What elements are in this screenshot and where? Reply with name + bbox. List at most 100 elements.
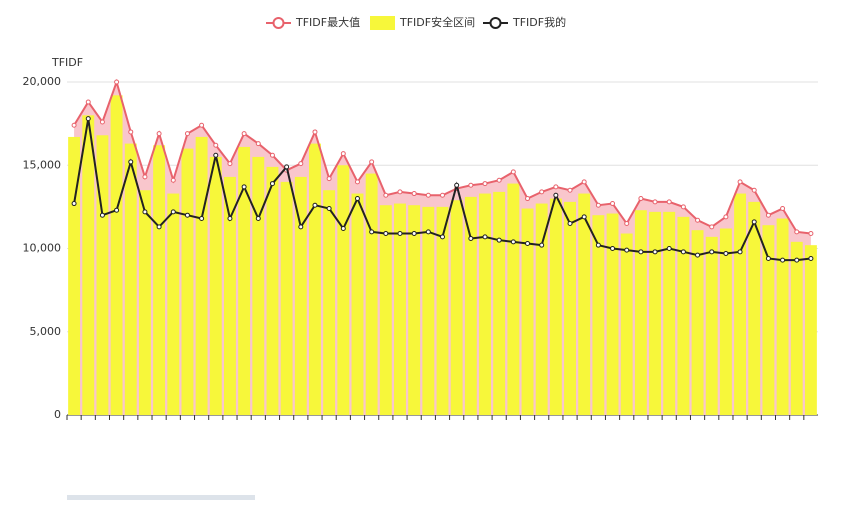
- point: [170, 209, 176, 215]
- bar: [677, 216, 690, 415]
- bar: [606, 213, 619, 415]
- point: [751, 219, 757, 225]
- point: [794, 229, 800, 235]
- point: [425, 229, 431, 235]
- bar: [181, 148, 194, 415]
- point: [751, 187, 757, 193]
- point: [780, 257, 786, 263]
- point: [567, 187, 573, 193]
- bar: [337, 165, 350, 415]
- point: [85, 116, 91, 122]
- point: [525, 196, 531, 202]
- bar: [479, 193, 491, 415]
- y-tick-label: 10,000: [23, 242, 62, 255]
- point: [680, 249, 686, 255]
- point: [85, 99, 91, 105]
- bar: [96, 135, 109, 415]
- bar: [719, 228, 732, 415]
- point: [411, 231, 417, 237]
- point: [510, 169, 516, 175]
- bar: [209, 156, 222, 416]
- y-tick-label: 0: [54, 408, 61, 421]
- bar: [224, 176, 236, 415]
- bar: [804, 245, 817, 415]
- point: [666, 199, 672, 205]
- point: [114, 79, 120, 85]
- bar: [138, 190, 151, 415]
- y-axis-label: TFIDF: [51, 56, 83, 69]
- point: [71, 122, 77, 128]
- point: [128, 129, 134, 135]
- bar: [748, 201, 761, 415]
- point: [298, 161, 304, 167]
- point: [610, 246, 616, 251]
- point: [652, 249, 658, 255]
- point: [808, 255, 814, 261]
- bar: [535, 203, 548, 415]
- legend-label: TFIDF安全区间: [399, 15, 475, 29]
- point: [482, 181, 488, 187]
- point: [383, 231, 389, 237]
- bar: [691, 230, 704, 415]
- point: [312, 202, 318, 208]
- point: [695, 252, 701, 258]
- point: [468, 182, 474, 188]
- point: [383, 192, 389, 198]
- point: [765, 255, 771, 261]
- bar: [195, 136, 208, 415]
- bar: [705, 236, 718, 415]
- point: [525, 241, 531, 247]
- bar: [309, 143, 321, 416]
- point: [71, 201, 77, 207]
- point: [354, 179, 360, 185]
- bar: [620, 233, 633, 415]
- point: [680, 204, 686, 210]
- point: [128, 159, 134, 165]
- legend-marker: [272, 17, 285, 29]
- point: [454, 182, 460, 188]
- bar: [365, 173, 378, 415]
- point: [539, 189, 545, 195]
- point: [624, 221, 630, 227]
- point: [581, 214, 587, 220]
- point: [269, 181, 275, 187]
- point: [482, 234, 488, 240]
- bar: [351, 193, 364, 415]
- point: [369, 159, 375, 165]
- bar: [252, 156, 265, 416]
- point: [397, 189, 403, 195]
- legend-item[interactable]: TFIDF我的: [483, 15, 566, 29]
- legend-item[interactable]: TFIDF最大值: [266, 15, 360, 29]
- point: [99, 119, 105, 125]
- point: [624, 247, 630, 253]
- bar: [323, 190, 336, 415]
- bar: [549, 198, 562, 415]
- bar: [436, 206, 449, 415]
- point: [595, 202, 601, 208]
- point: [397, 231, 403, 237]
- y-tick-label: 5,000: [30, 325, 62, 338]
- bar: [634, 210, 647, 415]
- point: [808, 231, 814, 237]
- point: [298, 224, 304, 230]
- legend-item[interactable]: TFIDF安全区间: [370, 15, 475, 30]
- scroll-bar[interactable]: [67, 495, 255, 500]
- point: [199, 122, 205, 128]
- bar: [734, 193, 747, 415]
- bar: [450, 200, 463, 415]
- bar: [408, 205, 421, 415]
- point: [709, 249, 715, 255]
- point: [496, 177, 502, 183]
- point: [241, 184, 247, 190]
- y-tick-label: 20,000: [23, 75, 62, 88]
- point: [340, 151, 346, 157]
- point: [411, 191, 417, 197]
- point: [156, 224, 162, 230]
- bar: [564, 201, 576, 415]
- point: [142, 209, 148, 215]
- legend-label: TFIDF最大值: [295, 15, 360, 29]
- point: [638, 249, 644, 255]
- legend-label: TFIDF我的: [512, 15, 566, 29]
- bar: [238, 146, 251, 415]
